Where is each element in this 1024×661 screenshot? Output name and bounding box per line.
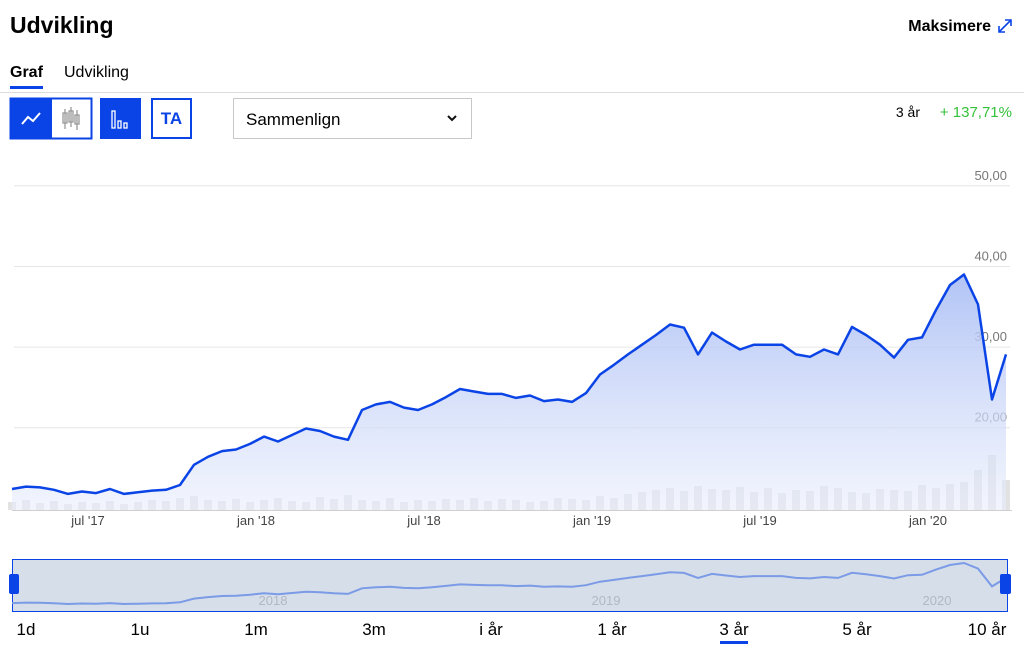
maximize-label[interactable]: Maksimere [908,18,991,35]
range-button[interactable]: i år [479,620,503,639]
x-tick-label: jul '18 [406,513,441,528]
area-fill [12,274,1006,510]
x-tick-label: jul '17 [70,513,105,528]
compare-dropdown[interactable] [233,98,472,139]
range-button[interactable]: 5 år [842,620,872,639]
navigator-label: 2019 [592,593,621,608]
tab[interactable]: Udvikling [64,64,129,81]
ta-label[interactable]: TA [161,109,182,128]
handle-left[interactable] [9,574,19,594]
tab-active[interactable]: Graf [10,64,44,81]
range-button[interactable]: 1m [244,620,268,639]
range-button[interactable]: 1u [131,620,150,639]
range-button[interactable]: 3m [362,620,386,639]
price-line [11,273,1008,496]
title: Udvikling [10,12,114,38]
handle-right[interactable] [1000,574,1011,594]
navigator-label: 2018 [259,593,288,608]
range-button[interactable]: 10 år [968,620,1007,639]
chart-type-toggle[interactable] [9,97,93,140]
x-tick-label: jan '20 [908,513,947,528]
y-tick-label: 40,00 [974,248,1007,263]
volume-toggle[interactable] [100,98,141,139]
navigator: 2018 2019 2020 [9,559,1011,612]
compare-label[interactable]: Sammenlign [246,110,341,129]
range-button[interactable]: 1d [17,620,36,639]
x-tick-label: jul '19 [742,513,777,528]
navigator-line [11,561,1007,606]
maximize-icon[interactable] [998,19,1012,33]
y-tick-label: 50,00 [974,168,1007,183]
range-button[interactable]: 1 år [597,620,627,639]
x-tick-label: jan '19 [572,513,611,528]
period-label: 3 år [896,104,920,120]
change-label: + 137,71% [940,104,1012,121]
tab-underline [10,86,43,89]
navigator-label: 2020 [923,593,952,608]
chevron [447,115,457,122]
ta-button[interactable] [151,98,192,139]
range-selector: 1d 1u 1m 3m i år 1 år 3 år 5 år 10 år [17,620,1007,644]
range-button[interactable]: 3 år [719,620,749,639]
range-underline [720,641,748,644]
x-tick-label: jan '18 [236,513,275,528]
